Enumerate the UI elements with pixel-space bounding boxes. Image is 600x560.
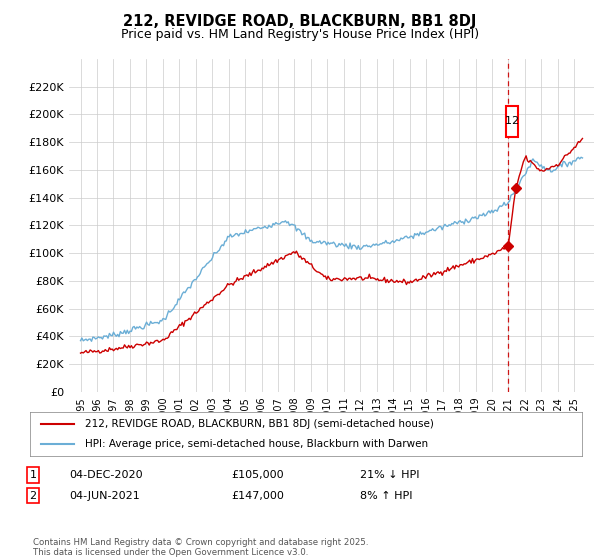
Text: HPI: Average price, semi-detached house, Blackburn with Darwen: HPI: Average price, semi-detached house,… — [85, 439, 428, 449]
Text: 2: 2 — [29, 491, 37, 501]
Text: 04-DEC-2020: 04-DEC-2020 — [69, 470, 143, 480]
Text: 8% ↑ HPI: 8% ↑ HPI — [360, 491, 413, 501]
FancyBboxPatch shape — [506, 106, 518, 137]
Text: 1: 1 — [29, 470, 37, 480]
Text: 212, REVIDGE ROAD, BLACKBURN, BB1 8DJ (semi-detached house): 212, REVIDGE ROAD, BLACKBURN, BB1 8DJ (s… — [85, 419, 434, 429]
Text: 04-JUN-2021: 04-JUN-2021 — [69, 491, 140, 501]
Text: £105,000: £105,000 — [231, 470, 284, 480]
Text: Contains HM Land Registry data © Crown copyright and database right 2025.
This d: Contains HM Land Registry data © Crown c… — [33, 538, 368, 557]
Text: 212, REVIDGE ROAD, BLACKBURN, BB1 8DJ: 212, REVIDGE ROAD, BLACKBURN, BB1 8DJ — [124, 14, 476, 29]
Text: 2: 2 — [511, 116, 518, 126]
Text: 1: 1 — [505, 116, 512, 126]
Text: £147,000: £147,000 — [231, 491, 284, 501]
Text: 21% ↓ HPI: 21% ↓ HPI — [360, 470, 419, 480]
Text: Price paid vs. HM Land Registry's House Price Index (HPI): Price paid vs. HM Land Registry's House … — [121, 28, 479, 41]
